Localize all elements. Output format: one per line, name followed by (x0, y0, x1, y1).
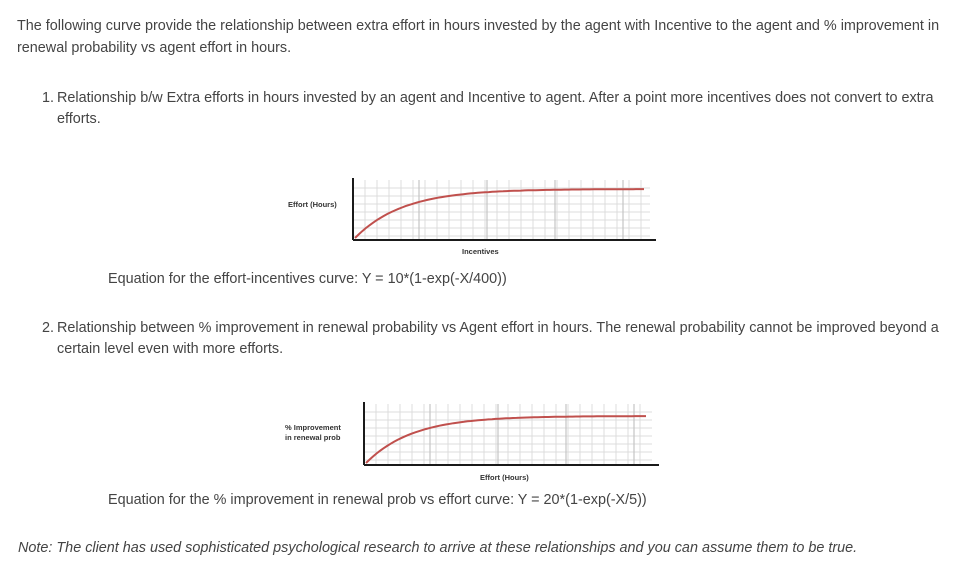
effort-incentives-curve (354, 188, 644, 239)
y-axis-label: Effort (Hours) (288, 200, 337, 209)
improvement-effort-chart: % Improvement in renewal prob Effort (Ho… (285, 402, 659, 482)
chart-grid (353, 180, 650, 240)
improvement-effort-curve (365, 415, 646, 464)
list-item-2: 2. Relationship between % improvement in… (42, 318, 942, 360)
list-item-text: Relationship between % improvement in re… (57, 320, 939, 357)
intro-paragraph: The following curve provide the relation… (17, 18, 940, 56)
equation-improvement-effort: Equation for the % improvement in renewa… (108, 492, 647, 508)
note-paragraph: Note: The client has used sophisticated … (18, 540, 858, 556)
list-item-number: 1. (42, 90, 55, 106)
list-item-1: 1. Relationship b/w Extra efforts in hou… (42, 88, 942, 130)
y-axis-label-line-1: % Improvement (285, 423, 341, 432)
list-item-number: 2. (42, 320, 55, 336)
effort-incentives-chart: Effort (Hours) Incentives (288, 178, 656, 256)
equation-effort-incentives: Equation for the effort-incentives curve… (108, 271, 507, 287)
list-item-text: Relationship b/w Extra efforts in hours … (57, 90, 934, 127)
x-axis-label: Effort (Hours) (480, 473, 529, 482)
y-axis-label-line-2: in renewal prob (285, 433, 341, 442)
x-axis-label: Incentives (462, 247, 499, 256)
